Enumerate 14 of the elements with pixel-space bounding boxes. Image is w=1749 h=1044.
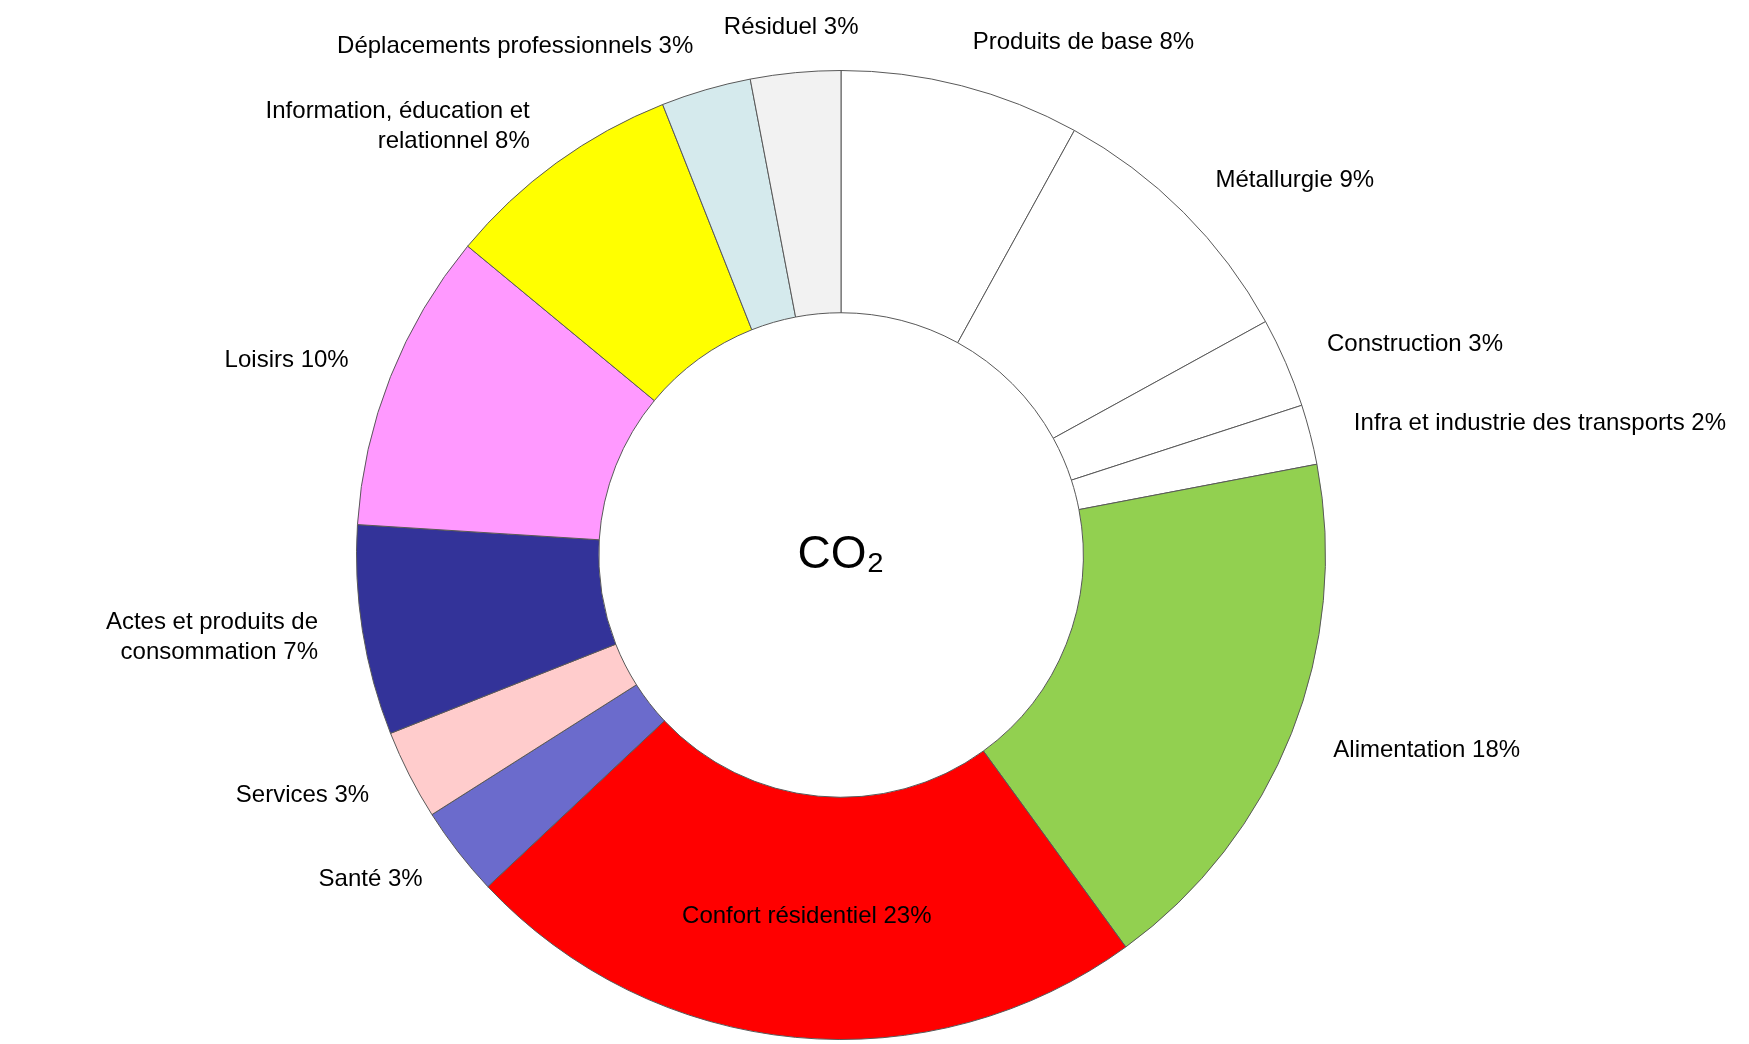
slice-label: Actes et produits de consommation 7% [105,607,319,665]
text: CO₂ [797,525,885,578]
slice-label: Construction 3% [1326,329,1504,357]
slice-label: Métallurgie 9% [1215,165,1375,193]
slice-label: Loisirs 10% [224,344,349,372]
slice-label: Déplacements professionnels 3% [337,31,694,59]
slice-label: Services 3% [235,780,370,808]
slice-label: Confort résidentiel 23% [682,901,932,929]
slice-label: Produits de base 8% [972,26,1195,54]
slice-label: Information, éducation et relationnel 8% [265,96,531,154]
slice-label: Infra et industrie des transports 2% [1353,407,1727,435]
slice-label: Résiduel 3% [723,12,859,40]
slice-label: Santé 3% [318,864,423,892]
slice-label: Alimentation 18% [1333,734,1521,762]
